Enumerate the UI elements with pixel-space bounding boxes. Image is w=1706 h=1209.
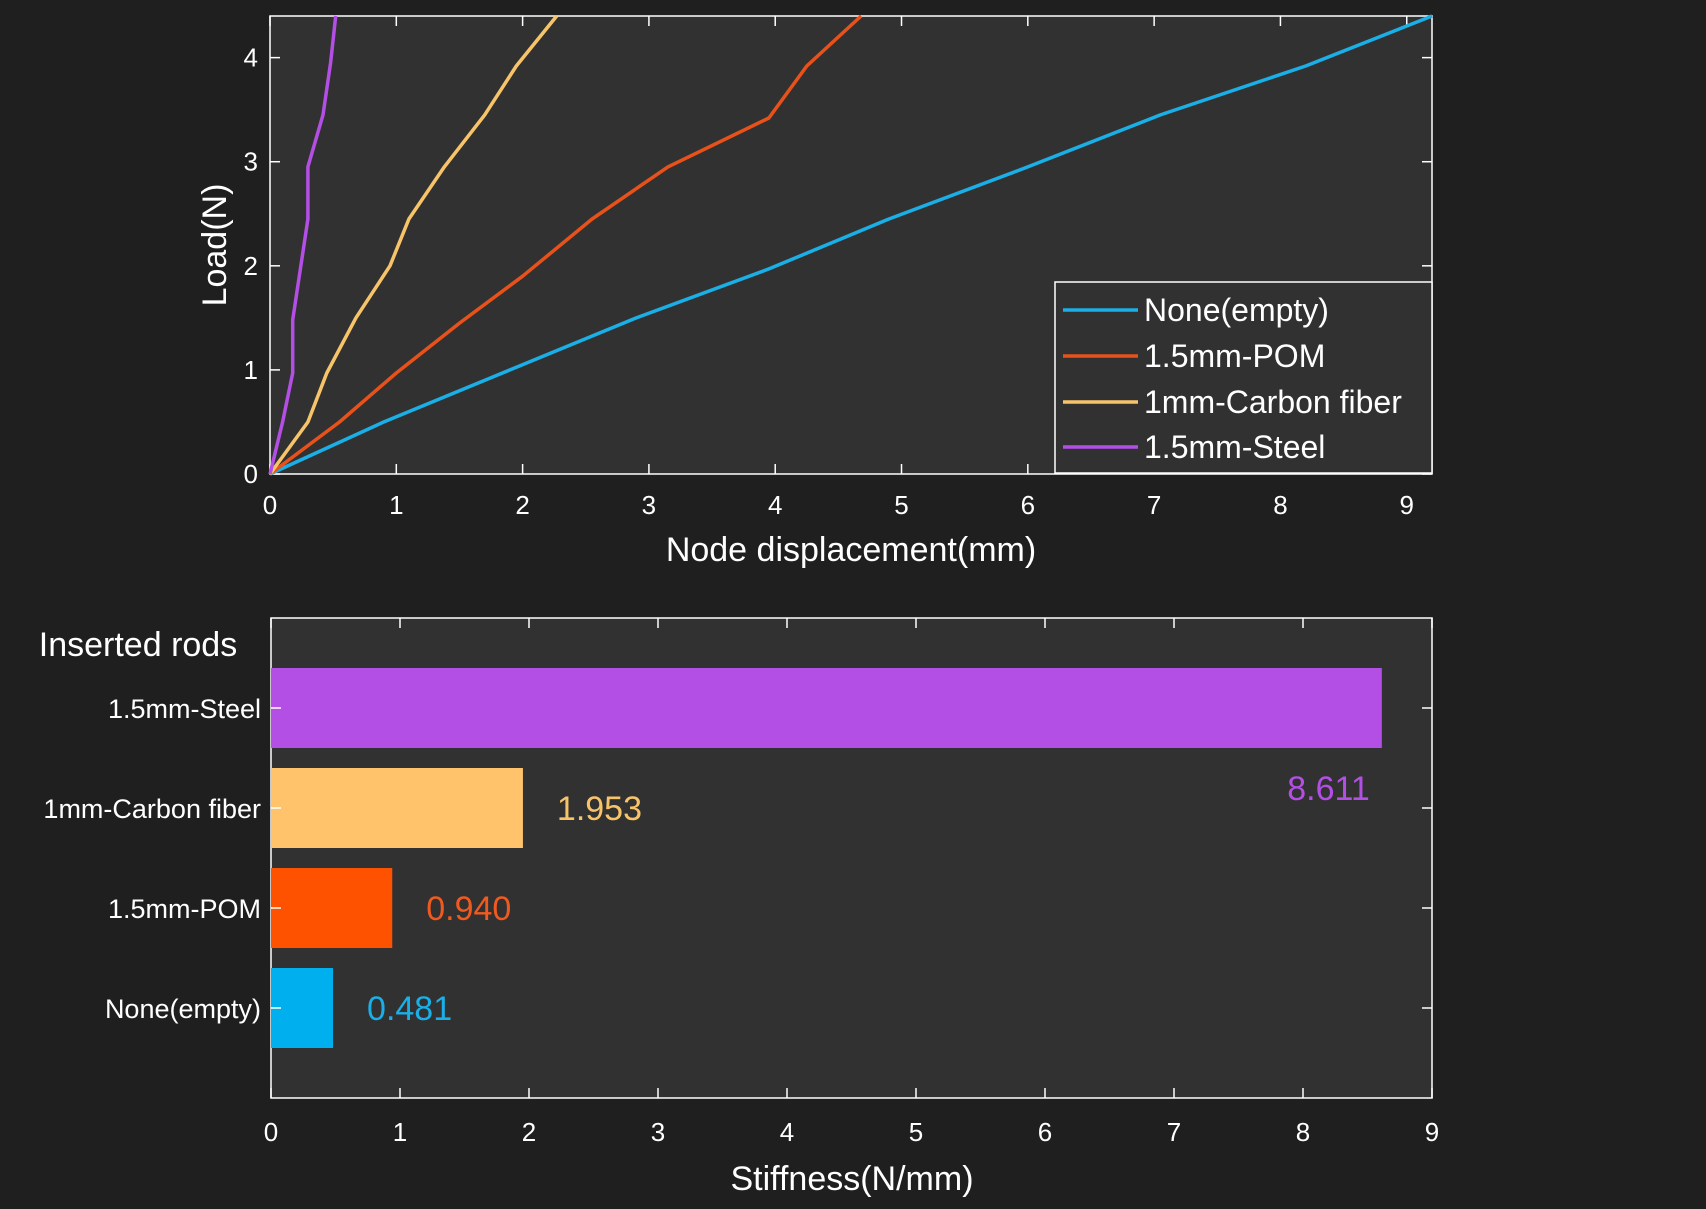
series-line-1mm-carbon-fiber: [268, 14, 559, 476]
bar-x-tick-label: 4: [780, 1117, 794, 1147]
bar-category-label-1-5mm-pom: 1.5mm-POM: [108, 894, 261, 924]
legend-entry-carbon-fiber: 1mm-Carbon fiber: [1063, 384, 1402, 420]
line-y-tick-label: 3: [244, 147, 258, 177]
line-x-tick-label: 6: [1021, 490, 1035, 520]
bar-x-tick-label: 5: [909, 1117, 923, 1147]
bar-x-tick-label: 1: [393, 1117, 407, 1147]
line-x-tick-label: 0: [263, 490, 277, 520]
bar-category-label-1-5mm-steel: 1.5mm-Steel: [108, 694, 261, 724]
bar-x-axis-ticks: 0 1 2 3 4 5 6 7 8 9: [264, 618, 1439, 1147]
load-displacement-chart: 0 1 2 3 4 5 6 7 8 9 0 1 2 3 4 Node displacement(mm) L…: [196, 14, 1433, 569]
bar-1mm-carbon-fiber: [271, 768, 523, 848]
line-x-tick-label: 7: [1147, 490, 1161, 520]
bar-value-label-none-empty: 0.481: [367, 990, 452, 1028]
line-x-tick-label: 8: [1273, 490, 1287, 520]
line-y-tick-label: 0: [244, 459, 258, 489]
bar-category-label-none-empty: None(empty): [105, 994, 261, 1024]
bar-category-label-1mm-carbon-fiber: 1mm-Carbon fiber: [43, 794, 261, 824]
legend-entry-pom: 1.5mm-POM: [1063, 338, 1325, 374]
bar-value-label-1-5mm-pom: 0.940: [426, 890, 511, 928]
line-x-tick-label: 3: [642, 490, 656, 520]
bar-x-tick-label: 7: [1167, 1117, 1181, 1147]
bar-x-tick-label: 9: [1425, 1117, 1439, 1147]
line-x-tick-label: 1: [389, 490, 403, 520]
line-x-tick-label: 5: [894, 490, 908, 520]
bar-x-tick-label: 2: [522, 1117, 536, 1147]
bar-1-5mm-steel: [271, 668, 1382, 748]
line-x-tick-label: 2: [515, 490, 529, 520]
line-x-axis-ticks: 0 1 2 3 4 5 6 7 8 9: [263, 16, 1414, 520]
line-x-axis-title: Node displacement(mm): [666, 531, 1036, 569]
bar-x-tick-label: 3: [651, 1117, 665, 1147]
series-line-none-empty: [269, 14, 1433, 476]
bar-value-label-1mm-carbon-fiber: 1.953: [557, 790, 642, 828]
line-series-group: [268, 14, 1433, 476]
stiffness-bar-chart: 0 1 2 3 4 5 6 7 8 9 1.5mm-Steel 8.611 1mm-Carbon fi…: [39, 617, 1439, 1198]
bars-group: 1.5mm-Steel 8.611 1mm-Carbon fiber 1.953 1.5…: [43, 668, 1432, 1048]
legend-label-pom: 1.5mm-POM: [1144, 338, 1325, 374]
legend-label-none-empty: None(empty): [1144, 292, 1329, 328]
legend-label-carbon-fiber: 1mm-Carbon fiber: [1144, 384, 1402, 420]
bar-x-axis-title: Stiffness(N/mm): [730, 1160, 973, 1198]
line-y-axis-title: Load(N): [196, 184, 234, 307]
bar-none-empty: [271, 968, 334, 1048]
line-y-axis-ticks: 0 1 2 3 4: [244, 43, 1432, 489]
legend-box: [1054, 281, 1433, 474]
bar-chart-title: Inserted rods: [39, 626, 237, 664]
bar-1-5mm-pom: [271, 868, 393, 948]
bar-x-tick-label: 8: [1296, 1117, 1310, 1147]
legend-entry-steel: 1.5mm-Steel: [1063, 429, 1325, 465]
line-x-tick-label: 4: [768, 490, 782, 520]
bar-value-label-1-5mm-steel: 8.611: [1287, 770, 1370, 808]
line-y-tick-label: 1: [244, 355, 258, 385]
legend: None(empty) 1.5mm-POM 1mm-Carbon fiber 1…: [1054, 281, 1433, 474]
line-x-tick-label: 9: [1400, 490, 1414, 520]
series-line-1-5mm-pom: [268, 14, 863, 476]
bar-x-tick-label: 6: [1038, 1117, 1052, 1147]
series-line-1-5mm-steel: [268, 15, 338, 475]
legend-label-steel: 1.5mm-Steel: [1144, 429, 1325, 465]
legend-entry-none-empty: None(empty): [1063, 292, 1329, 328]
line-y-tick-label: 2: [244, 251, 258, 281]
line-y-tick-label: 4: [244, 43, 258, 73]
bar-x-tick-label: 0: [264, 1117, 278, 1147]
